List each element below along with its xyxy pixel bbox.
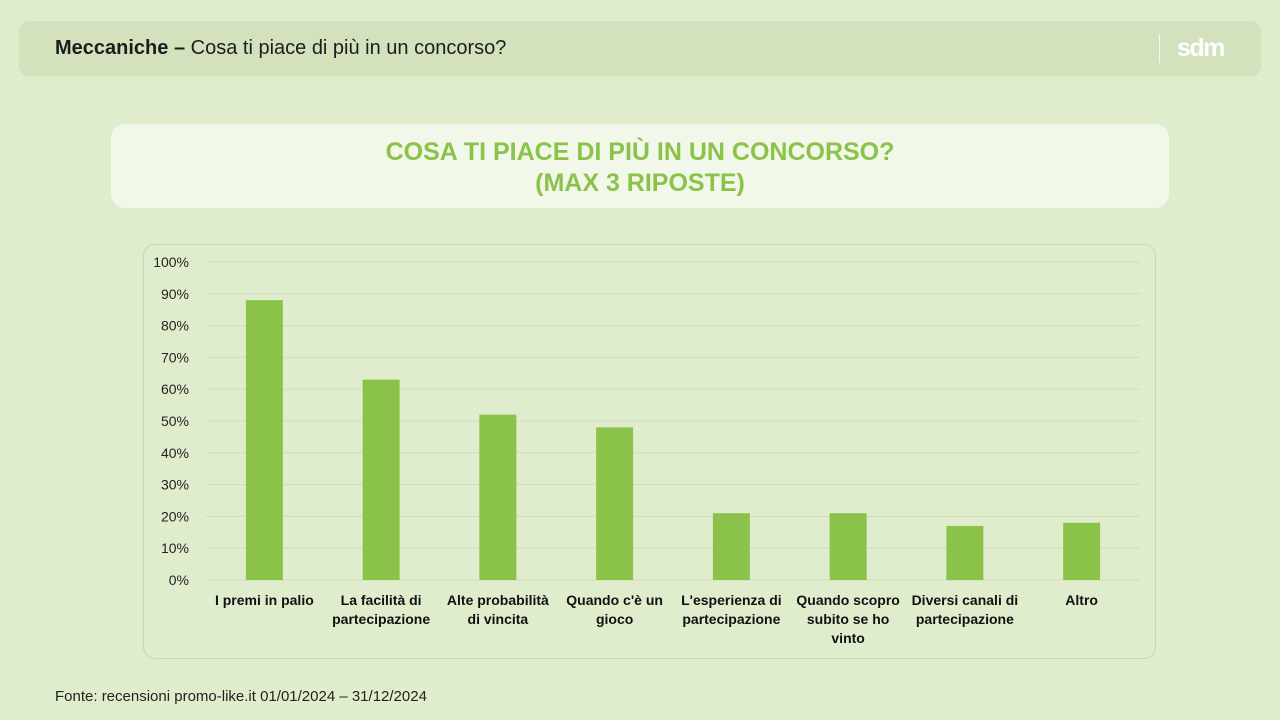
x-tick-label: Quando c'è un gioco xyxy=(566,592,663,627)
x-tick-label: Alte probabilità di vincita xyxy=(446,592,549,627)
bar xyxy=(245,300,283,580)
chart-title-line1: COSA TI PIACE DI PIÙ IN UN CONCORSO? xyxy=(385,138,895,166)
x-tick-label: I premi in palio xyxy=(214,592,314,608)
chart-title-line2: (MAX 3 RIPOSTE) xyxy=(535,169,745,197)
x-tick-label: Quando scopro subito se ho vinto xyxy=(796,592,900,646)
x-tick-label: Diversi canali di partecipazione xyxy=(911,592,1019,627)
bar xyxy=(1063,522,1101,580)
bar-chart-plot: 0% 10% 20% 30% 40% 50% 60% 70% 80% 90% 100% xyxy=(153,254,1140,588)
bar xyxy=(596,427,634,580)
y-tick-label: 30% xyxy=(161,477,189,493)
y-tick-label: 20% xyxy=(161,508,189,524)
bar xyxy=(829,513,867,580)
page-title-question: Cosa ti piace di più in un concorso? xyxy=(190,37,507,59)
y-tick-label: 10% xyxy=(161,540,189,556)
chart-title-box: COSA TI PIACE DI PIÙ IN UN CONCORSO? (MA… xyxy=(111,124,1169,208)
bar xyxy=(479,414,517,580)
sdm-logo: sdm xyxy=(1177,34,1225,62)
bar xyxy=(712,513,750,580)
x-tick-label: Altro xyxy=(1065,592,1098,608)
bar-chart: 0% 10% 20% 30% 40% 50% 60% 70% 80% 90% 100% I prem… xyxy=(143,244,1156,659)
y-tick-label: 100% xyxy=(153,254,189,270)
header-bar: Meccaniche – Cosa ti piace di più in un … xyxy=(19,21,1261,76)
header-divider xyxy=(1159,34,1160,63)
y-tick-label: 0% xyxy=(169,572,189,588)
y-tick-label: 80% xyxy=(161,318,189,334)
y-tick-label: 40% xyxy=(161,445,189,461)
page-title: Meccaniche – Cosa ti piace di più in un … xyxy=(55,21,506,76)
y-tick-label: 50% xyxy=(161,413,189,429)
x-tick-label: La facilità di partecipazione xyxy=(332,592,431,627)
bar xyxy=(362,379,400,580)
source-note: Fonte: recensioni promo-like.it 01/01/20… xyxy=(55,688,427,705)
bar xyxy=(946,525,984,580)
y-tick-label: 60% xyxy=(161,381,189,397)
x-tick-label: L'esperienza di partecipazione xyxy=(681,592,782,627)
y-tick-label: 70% xyxy=(161,349,189,365)
page-title-section: Meccaniche – xyxy=(55,37,186,59)
y-tick-label: 90% xyxy=(161,286,189,302)
